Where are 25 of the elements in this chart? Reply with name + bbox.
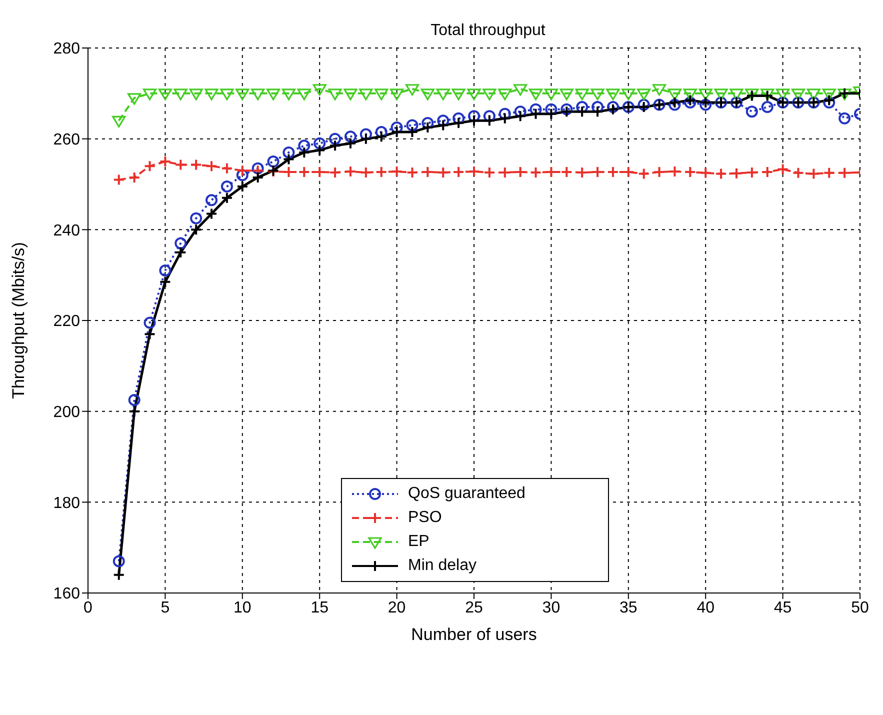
legend-label: Min delay bbox=[408, 557, 476, 575]
x-tick-label: 45 bbox=[774, 599, 792, 616]
x-tick-label: 20 bbox=[388, 599, 406, 616]
y-tick-label: 260 bbox=[53, 132, 80, 149]
chart-title: Total throughput bbox=[430, 22, 546, 40]
x-tick-label: 35 bbox=[620, 599, 638, 616]
x-tick-label: 5 bbox=[160, 599, 170, 616]
x-tick-label: 10 bbox=[234, 599, 252, 616]
x-tick-label: 15 bbox=[310, 599, 329, 616]
legend-label: PSO bbox=[408, 509, 442, 527]
y-tick-label: 280 bbox=[53, 40, 80, 58]
x-tick-label: 30 bbox=[542, 599, 560, 616]
y-tick-label: 160 bbox=[53, 586, 80, 603]
x-tick-label: 50 bbox=[851, 599, 869, 616]
legend-label: QoS guaranteed bbox=[408, 485, 526, 503]
legend-label: EP bbox=[408, 533, 430, 551]
y-tick-label: 240 bbox=[53, 222, 80, 240]
y-axis-title: Throughput (Mbits/s) bbox=[9, 242, 28, 399]
y-tick-label: 180 bbox=[53, 494, 80, 512]
x-axis-title: Number of users bbox=[411, 625, 537, 644]
x-tick-label: 40 bbox=[696, 599, 715, 616]
x-tick-label: 25 bbox=[465, 599, 483, 616]
x-tick-label: 0 bbox=[84, 599, 93, 616]
y-tick-label: 200 bbox=[53, 404, 80, 422]
y-tick-label: 220 bbox=[53, 313, 80, 330]
